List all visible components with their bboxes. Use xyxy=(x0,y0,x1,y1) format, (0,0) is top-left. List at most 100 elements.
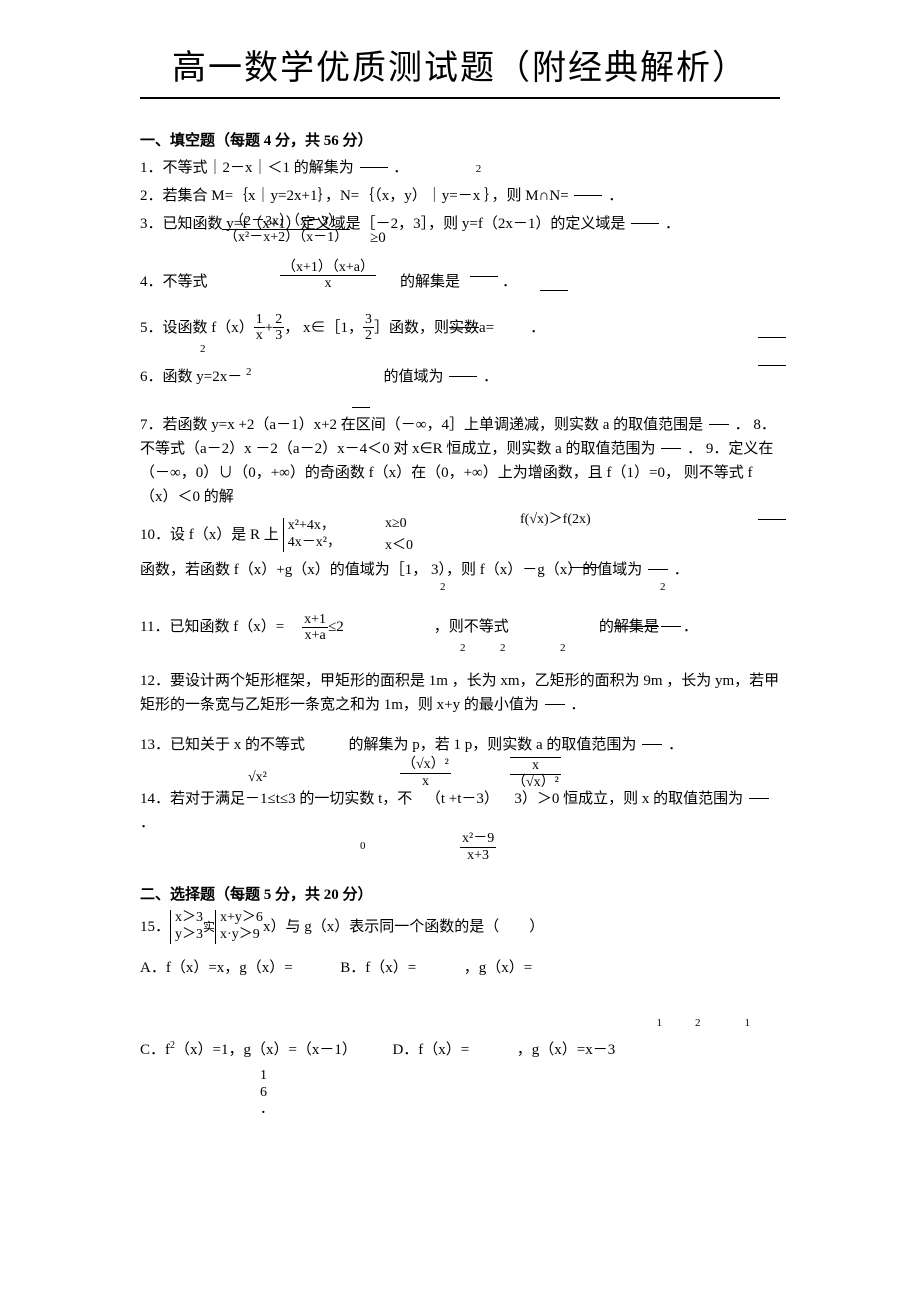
frac-den: （x²－x+2）（x－1） xyxy=(222,230,350,245)
case-1: x²+4x， xyxy=(288,518,341,535)
q14-c: 3）＞0 恒成立，则 x 的取值范围为 xyxy=(514,791,743,807)
frac: x （√x）² xyxy=(510,757,561,790)
q6-text-b: 的值域为 xyxy=(383,369,443,385)
q10-a: 10．设 f（x）是 R 上 xyxy=(140,523,279,547)
case-row: x+y＞6 xyxy=(220,910,263,927)
case-2: 4x－x²， xyxy=(288,535,341,552)
q11-le: ≤2 xyxy=(328,615,344,639)
overline xyxy=(352,407,370,410)
nums: 1 2 1 xyxy=(657,1017,751,1029)
blank xyxy=(758,337,786,340)
question-16: 1 6 ． xyxy=(260,1068,780,1118)
q5-mid: ， x∈［1， xyxy=(284,316,363,340)
frac-den: 3 xyxy=(273,328,284,343)
blank xyxy=(540,290,568,293)
frac: 3 2 xyxy=(363,312,374,344)
loose-2: 2 xyxy=(200,344,780,355)
q12-period: ． xyxy=(570,697,585,713)
q10-b: 函数，若函数 f（x）+g（x）的值域为［1， 3），则 f（x）－g（x）的值… xyxy=(140,562,642,578)
q12-text: 12．要设计两个矩形框架，甲矩形的面积是 1m ，长为 xm，乙矩形的面积为 9… xyxy=(140,673,779,713)
loose-numbers: 1 2 1 xyxy=(140,1010,780,1034)
option-c-a: C．f xyxy=(140,1042,170,1058)
q15-mid: 实 xyxy=(203,918,215,937)
q11-b: ，则不等式 xyxy=(434,615,509,639)
q3-period: ． xyxy=(665,216,680,232)
question-4: 4．不等式 （2－3x）（x－3） （x²－x+2）（x－1） ≥0 （x+1）… xyxy=(140,240,780,296)
option-row-ab: A．f（x）=x，g（x）= B．f（x）= ，g（x）= xyxy=(140,956,780,980)
blank xyxy=(631,223,659,226)
question-11: 11．已知函数 f（x）= x+1 x+a ≤2 ，则不等式 的 解集是 ． 2… xyxy=(140,612,780,658)
q10-expr: f(√x)＞f(2x) xyxy=(520,509,591,531)
q1-period: ． xyxy=(393,160,408,176)
section-2-header: 二、选择题（每题 5 分，共 20 分） xyxy=(140,883,780,904)
case-2: x+y＞6 x·y＞9 xyxy=(215,910,263,944)
question-10: 10．设 f（x）是 R 上 x²+4x， 4x－x²， x≥0 x＜0 f(√… xyxy=(140,513,780,594)
cond-2: x＜0 xyxy=(385,535,413,557)
blank xyxy=(449,376,477,379)
q1-text: 1．不等式｜2－x｜＜1 的解集为 xyxy=(140,160,354,176)
cond-1: x≥0 xyxy=(385,513,413,535)
q15-a: 15． xyxy=(140,915,170,939)
frac-den: 2 xyxy=(363,328,374,343)
question-13: 13．已知关于 x 的不等式 的解集为 p，若 1 p，则实数 a 的取值范围为… xyxy=(140,733,780,757)
loose-2: 2 xyxy=(500,643,506,654)
q10-c: ． xyxy=(674,562,689,578)
q4-text-a: 4．不等式 xyxy=(140,270,208,294)
section-1-header: 一、填空题（每题 4 分，共 56 分） xyxy=(140,129,780,150)
q5-d: ． xyxy=(530,316,545,340)
case-1: x＞3 y＞3 xyxy=(170,910,203,944)
superscript-2: 2 xyxy=(476,163,482,175)
case-row: x＞3 xyxy=(175,910,203,927)
q14-sqrt: √x² xyxy=(248,767,267,789)
q4-fraction: （2－3x）（x－3） （x²－x+2）（x－1） xyxy=(222,214,350,246)
q13-a: 13．已知关于 x 的不等式 xyxy=(140,737,305,753)
loose-2: 2 xyxy=(246,367,252,378)
loose-2: 2 xyxy=(440,582,446,593)
frac: （√x）² x xyxy=(400,757,451,789)
blank xyxy=(648,569,668,572)
blank xyxy=(749,798,769,801)
loose-2: 2 xyxy=(660,582,666,593)
q2-period: ． xyxy=(608,188,623,204)
tail-dot: ． xyxy=(260,1102,780,1119)
q5-b: ］函数，则 xyxy=(374,316,449,340)
q13-b: 的解集为 p，若 1 p，则实数 a 的取值范围为 xyxy=(349,737,637,753)
blank xyxy=(758,365,786,368)
q4-text-b: 的解集是 xyxy=(400,270,460,294)
question-1: 1．不等式｜2－x｜＜1 的解集为 ． 2 xyxy=(140,156,780,180)
frac: 1 x xyxy=(254,312,265,344)
q14-a: 14．若对于满足－1≤t≤3 的一切实数 t，不 xyxy=(140,791,412,807)
option-b2: ，g（x）= xyxy=(464,960,532,976)
option-b: B．f（x）= xyxy=(340,960,416,976)
option-d2: ，g（x）=x－3 xyxy=(517,1042,615,1058)
question-12: 12．要设计两个矩形框架，甲矩形的面积是 1m ，长为 xm，乙矩形的面积为 9… xyxy=(140,669,780,717)
plus: + xyxy=(265,316,273,340)
q13-c: ． xyxy=(668,737,683,753)
tail-6: 6 xyxy=(260,1085,780,1102)
question-15: 15． x＞3 y＞3 实 x+y＞6 x·y＞9 x）与 g（x）表示同一个函… xyxy=(140,910,780,944)
q4-ge: ≥0 xyxy=(370,226,386,250)
question-2: 2．若集合 M=｛x｜y=2x+1｝，N=｛（x，y）｜y=－x ｝，则 M∩N… xyxy=(140,184,780,208)
q5-text-a: 5．设函数 f（x） xyxy=(140,316,254,340)
frac-num: 2 xyxy=(273,312,284,328)
question-6: 6．函数 y=2x－ 2 的值域为 ． xyxy=(140,365,780,389)
q6-text-c: ． xyxy=(483,369,498,385)
blank xyxy=(642,744,662,747)
frac-num: （x+1）（x+a） xyxy=(280,260,376,276)
frac-num: 3 xyxy=(363,312,374,328)
blank xyxy=(661,626,681,629)
frac-den: x+3 xyxy=(460,848,496,863)
blank xyxy=(709,424,729,427)
loose-0: 0 xyxy=(360,841,366,852)
option-a: A．f（x）=x，g（x）= xyxy=(140,960,293,976)
piecewise: x²+4x， 4x－x²， xyxy=(283,518,341,552)
case-row: y＞3 xyxy=(175,927,203,944)
q7-a: 7．若函数 y=x +2（a－1）x+2 在区间（－∞，4］上单调递减，则实数 … xyxy=(140,417,703,433)
q6-text-a: 6．函数 y=2x－ xyxy=(140,369,242,385)
frac: x+1 x+a xyxy=(302,612,328,644)
tail-1: 1 xyxy=(260,1068,780,1085)
page-title: 高一数学优质测试题（附经典解析） xyxy=(140,40,780,99)
frac-den: x xyxy=(400,774,451,789)
q5-strike: 实数 xyxy=(449,316,479,340)
option-d: D．f（x）= xyxy=(392,1042,469,1058)
